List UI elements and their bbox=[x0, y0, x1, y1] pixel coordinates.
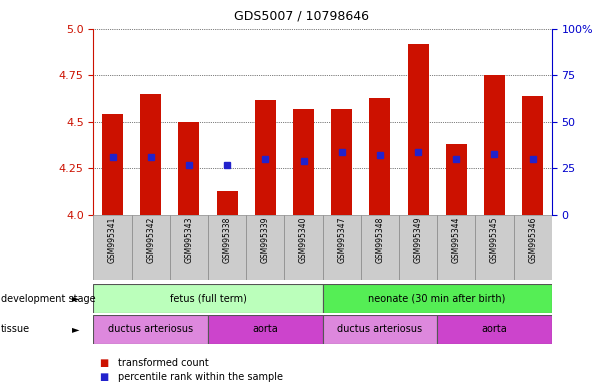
Text: GSM995348: GSM995348 bbox=[376, 217, 384, 263]
Bar bbox=[93, 215, 131, 280]
Bar bbox=[102, 114, 123, 215]
Text: fetus (full term): fetus (full term) bbox=[169, 293, 247, 304]
Bar bbox=[475, 215, 514, 280]
Bar bbox=[140, 94, 161, 215]
Text: tissue: tissue bbox=[1, 324, 30, 334]
Text: ductus arteriosus: ductus arteriosus bbox=[108, 324, 194, 334]
Text: GSM995344: GSM995344 bbox=[452, 217, 461, 263]
Bar bbox=[170, 215, 208, 280]
Bar bbox=[208, 215, 246, 280]
Text: GSM995343: GSM995343 bbox=[185, 217, 194, 263]
Text: ►: ► bbox=[72, 293, 79, 304]
Bar bbox=[370, 98, 390, 215]
Text: GDS5007 / 10798646: GDS5007 / 10798646 bbox=[234, 10, 369, 23]
Bar bbox=[178, 122, 200, 215]
Text: GSM995349: GSM995349 bbox=[414, 217, 423, 263]
Text: ►: ► bbox=[72, 324, 79, 334]
Text: neonate (30 min after birth): neonate (30 min after birth) bbox=[368, 293, 506, 304]
Bar bbox=[437, 315, 552, 344]
Bar bbox=[293, 109, 314, 215]
Bar bbox=[484, 75, 505, 215]
Text: transformed count: transformed count bbox=[118, 358, 208, 368]
Text: GSM995347: GSM995347 bbox=[337, 217, 346, 263]
Bar bbox=[93, 284, 323, 313]
Bar bbox=[514, 215, 552, 280]
Bar bbox=[323, 315, 437, 344]
Bar bbox=[361, 215, 399, 280]
Text: ■: ■ bbox=[99, 358, 109, 368]
Text: GSM995338: GSM995338 bbox=[223, 217, 232, 263]
Bar bbox=[408, 44, 429, 215]
Text: GSM995346: GSM995346 bbox=[528, 217, 537, 263]
Bar bbox=[216, 191, 238, 215]
Bar bbox=[331, 109, 352, 215]
Bar bbox=[246, 215, 285, 280]
Text: ■: ■ bbox=[99, 372, 109, 382]
Text: aorta: aorta bbox=[482, 324, 507, 334]
Text: percentile rank within the sample: percentile rank within the sample bbox=[118, 372, 283, 382]
Bar bbox=[255, 99, 276, 215]
Bar bbox=[323, 284, 552, 313]
Bar bbox=[285, 215, 323, 280]
Text: GSM995339: GSM995339 bbox=[261, 217, 270, 263]
Text: development stage: development stage bbox=[1, 293, 96, 304]
Text: GSM995340: GSM995340 bbox=[299, 217, 308, 263]
Text: GSM995345: GSM995345 bbox=[490, 217, 499, 263]
Text: GSM995342: GSM995342 bbox=[147, 217, 155, 263]
Text: aorta: aorta bbox=[253, 324, 278, 334]
Bar bbox=[208, 315, 323, 344]
Bar bbox=[437, 215, 475, 280]
Text: ductus arteriosus: ductus arteriosus bbox=[337, 324, 423, 334]
Bar bbox=[93, 315, 208, 344]
Bar bbox=[446, 144, 467, 215]
Bar bbox=[323, 215, 361, 280]
Bar bbox=[131, 215, 170, 280]
Bar bbox=[399, 215, 437, 280]
Bar bbox=[522, 96, 543, 215]
Text: GSM995341: GSM995341 bbox=[108, 217, 117, 263]
